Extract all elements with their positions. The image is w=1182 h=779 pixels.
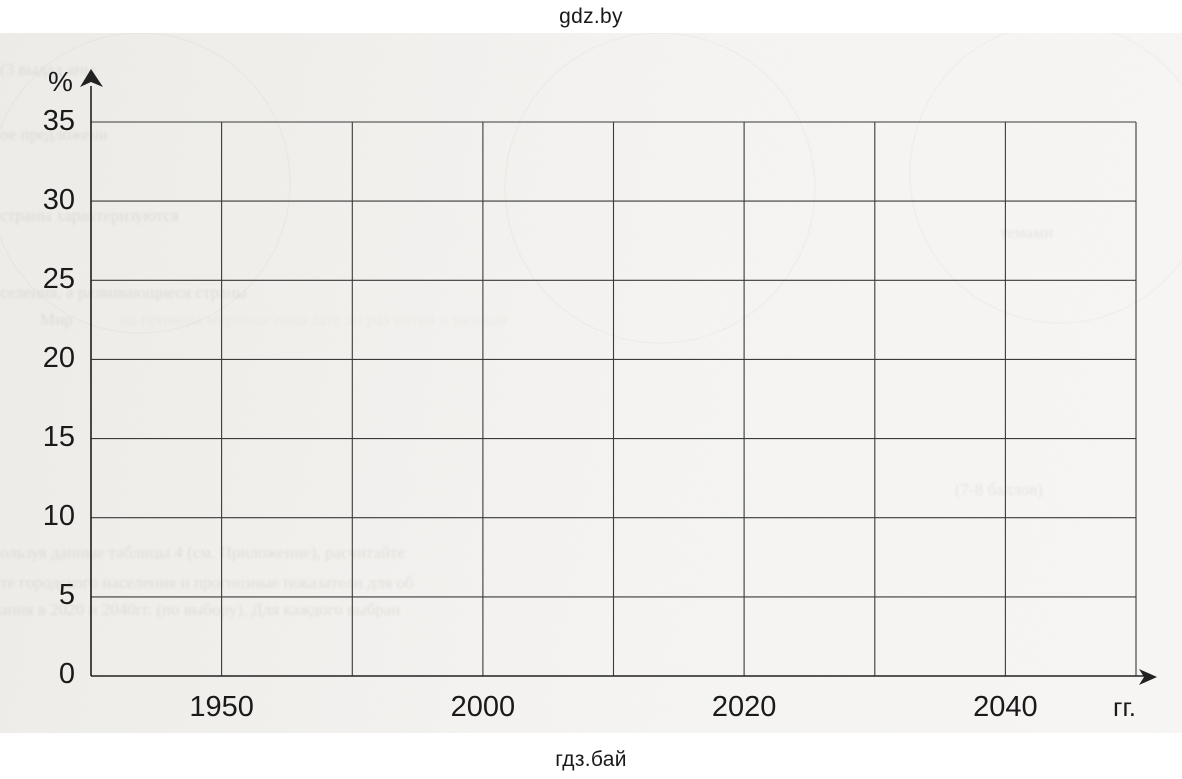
svg-text:20: 20 [43, 342, 75, 374]
svg-text:25: 25 [43, 263, 75, 295]
svg-text:%: % [48, 66, 73, 97]
svg-text:2020: 2020 [712, 691, 777, 723]
svg-text:2040: 2040 [973, 691, 1038, 723]
svg-text:5: 5 [59, 579, 75, 611]
svg-text:35: 35 [43, 105, 75, 137]
svg-text:30: 30 [43, 184, 75, 216]
svg-text:15: 15 [43, 421, 75, 453]
svg-text:2000: 2000 [451, 691, 516, 723]
svg-text:10: 10 [43, 500, 75, 532]
svg-text:0: 0 [59, 658, 75, 690]
svg-text:1950: 1950 [189, 691, 254, 723]
svg-text:гг.: гг. [1113, 692, 1136, 722]
